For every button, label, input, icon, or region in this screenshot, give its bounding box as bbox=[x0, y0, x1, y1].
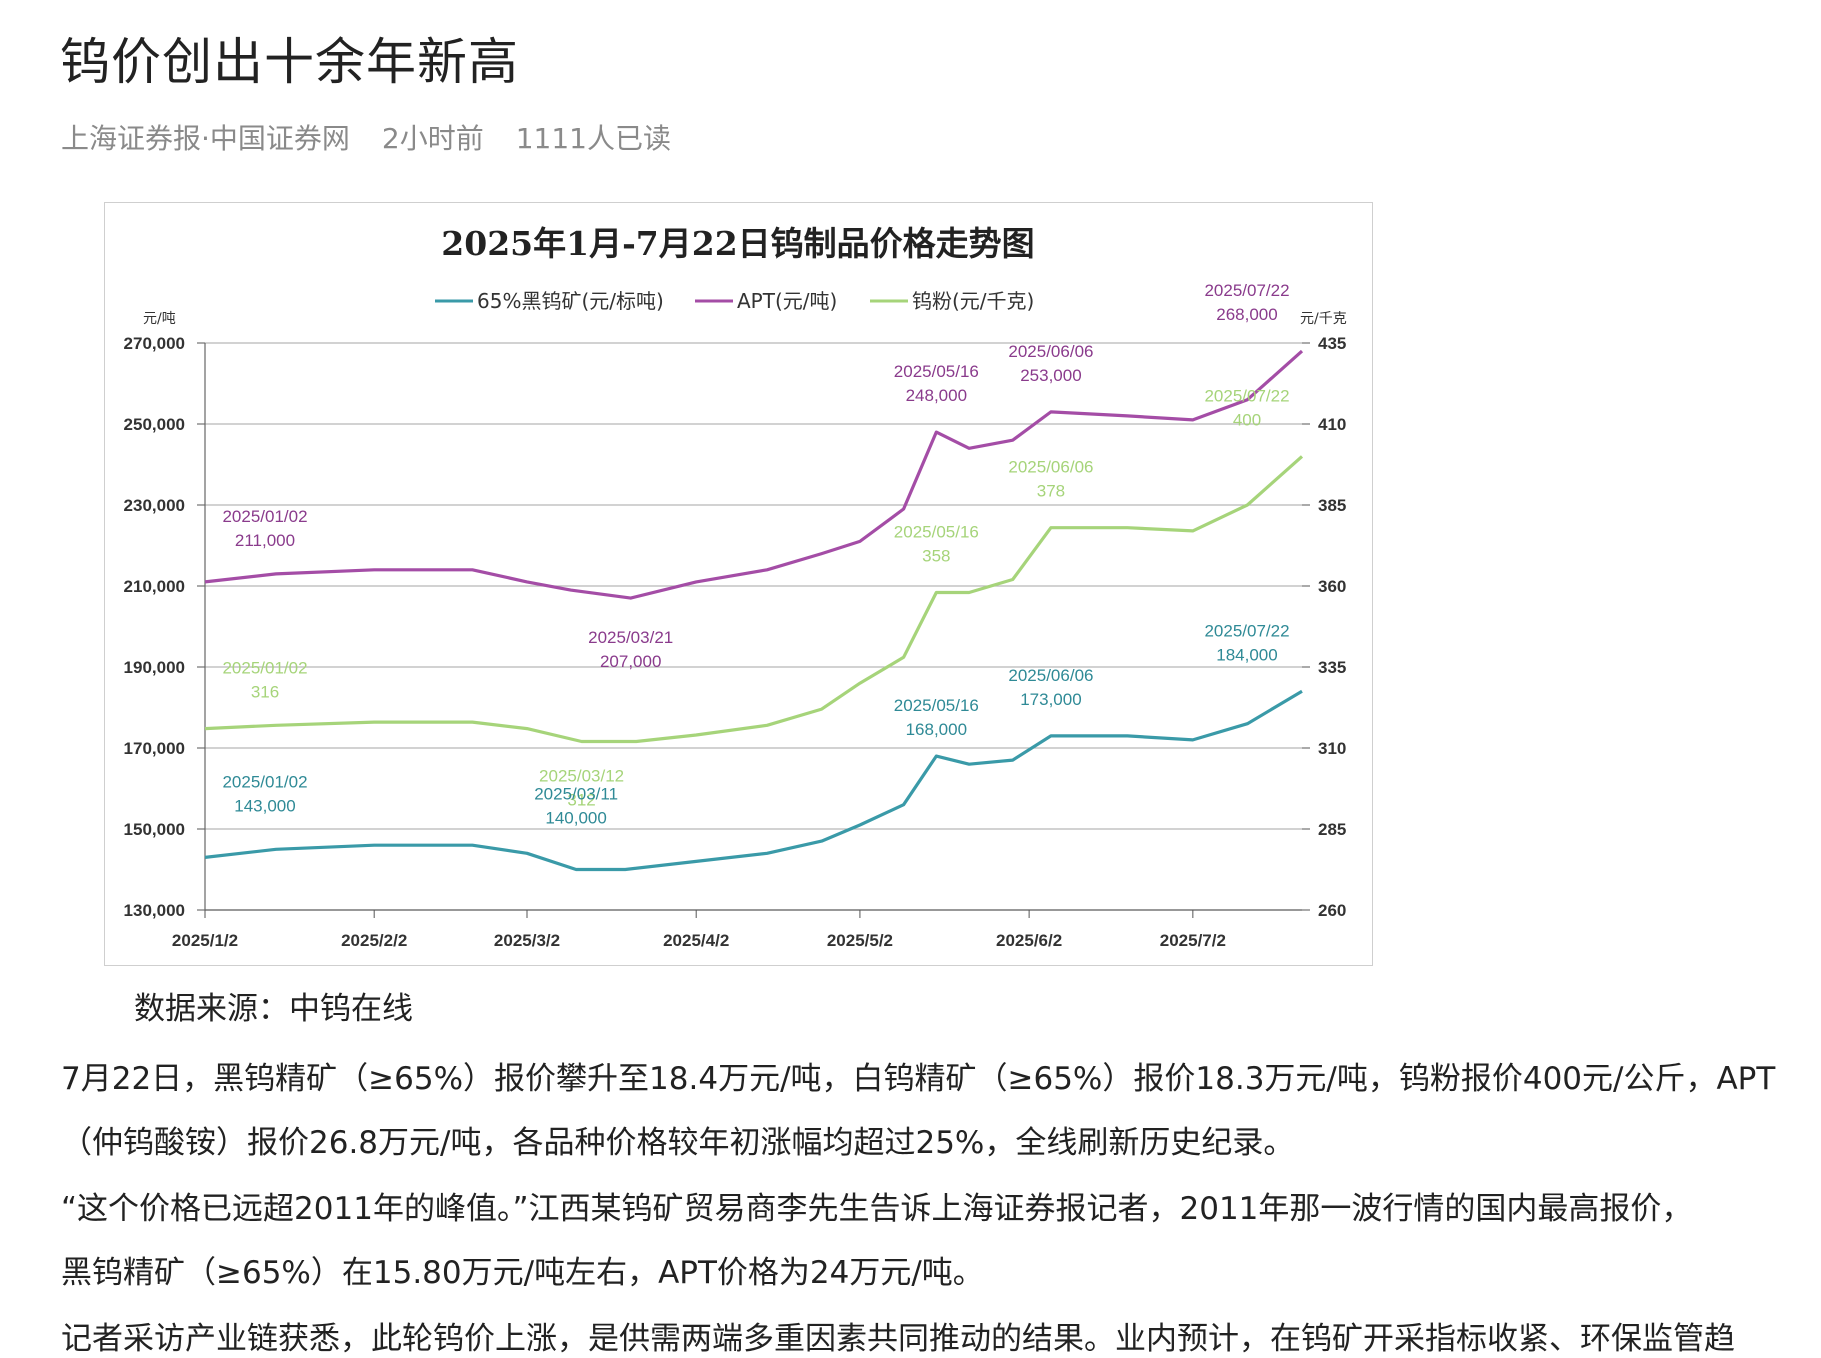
right-tick-label: 285 bbox=[1318, 820, 1346, 839]
annotation-date: 2025/01/02 bbox=[222, 659, 307, 678]
right-tick-label: 260 bbox=[1318, 901, 1346, 920]
series-line bbox=[204, 689, 1303, 872]
left-axis-unit: 元/吨 bbox=[143, 311, 176, 327]
annotation-value: 253,000 bbox=[1020, 366, 1081, 385]
legend-label: 钨粉(元/千克) bbox=[912, 289, 1034, 313]
annotation-value: 184,000 bbox=[1216, 645, 1277, 664]
annotation-value: 211,000 bbox=[235, 531, 295, 550]
article-time: 2小时前 bbox=[381, 122, 484, 155]
annotation-value: 143,000 bbox=[234, 796, 295, 815]
right-axis-unit: 元/千克 bbox=[1300, 311, 1347, 327]
annotation-value: 173,000 bbox=[1020, 690, 1081, 709]
x-tick-label: 2025/4/2 bbox=[663, 931, 729, 950]
paragraph-3: “这个价格已远超2011年的峰值。”江西某钨矿贸易商李先生告诉上海证券报记者，2… bbox=[61, 1191, 1693, 1227]
right-tick-label: 385 bbox=[1318, 496, 1346, 515]
annotation-value: 312 bbox=[567, 791, 595, 810]
left-tick-label: 170,000 bbox=[124, 739, 185, 758]
annotation-date: 2025/07/22 bbox=[1204, 386, 1289, 405]
price-chart-svg: 2025年1月-7月22日钨制品价格走势图 65%黑钨矿(元/标吨) APT(元/吨… bbox=[124, 224, 1347, 950]
chart-title: 2025年1月-7月22日钨制品价格走势图 bbox=[441, 224, 1034, 263]
chart-caption: 数据来源：中钨在线 bbox=[134, 991, 413, 1027]
x-tick-label: 2025/2/2 bbox=[341, 931, 407, 950]
annotation-value: 358 bbox=[922, 546, 950, 565]
left-tick-label: 230,000 bbox=[124, 496, 185, 515]
paragraph-1: 7月22日，黑钨精矿（≥65%）报价攀升至18.4万元/吨，白钨精矿（≥65%）… bbox=[61, 1061, 1776, 1097]
paragraph-4: 黑钨精矿（≥65%）在15.80万元/吨左右，APT价格为24万元/吨。 bbox=[61, 1255, 984, 1291]
annotation-value: 248,000 bbox=[906, 386, 967, 405]
annotation-date: 2025/06/06 bbox=[1008, 666, 1093, 685]
left-tick-label: 190,000 bbox=[124, 658, 185, 677]
left-tick-label: 250,000 bbox=[124, 415, 185, 434]
annotation-date: 2025/01/02 bbox=[222, 507, 307, 526]
x-tick-label: 2025/1/2 bbox=[172, 931, 238, 950]
annotation-date: 2025/05/16 bbox=[894, 522, 979, 541]
x-tick-label: 2025/6/2 bbox=[996, 931, 1062, 950]
paragraph-5: 记者采访产业链获悉，此轮钨价上涨，是供需两端多重因素共同推动的结果。业内预计，在… bbox=[61, 1321, 1735, 1357]
x-tick-label: 2025/3/2 bbox=[494, 931, 560, 950]
series-line bbox=[204, 455, 1304, 744]
annotation-value: 378 bbox=[1037, 482, 1065, 501]
annotation-value: 168,000 bbox=[906, 720, 967, 739]
annotation-date: 2025/03/21 bbox=[588, 628, 673, 647]
right-tick-label: 410 bbox=[1318, 415, 1346, 434]
legend-label: APT(元/吨) bbox=[737, 289, 837, 313]
price-chart: 2025年1月-7月22日钨制品价格走势图 65%黑钨矿(元/标吨) APT(元/吨… bbox=[104, 202, 1373, 966]
annotation-date: 2025/03/12 bbox=[539, 767, 624, 786]
right-tick-label: 360 bbox=[1318, 577, 1346, 596]
left-tick-label: 270,000 bbox=[124, 334, 185, 353]
series-line bbox=[204, 349, 1304, 600]
annotation-date: 2025/07/22 bbox=[1204, 621, 1289, 640]
left-tick-label: 130,000 bbox=[124, 901, 185, 920]
annotation-value: 140,000 bbox=[545, 809, 606, 828]
article-meta: 上海证券报·中国证券网 2小时前 1111人已读 bbox=[61, 117, 671, 157]
left-tick-label: 150,000 bbox=[124, 820, 185, 839]
article-source[interactable]: 上海证券报·中国证券网 bbox=[61, 122, 350, 155]
x-tick-label: 2025/7/2 bbox=[1160, 931, 1226, 950]
annotation-value: 400 bbox=[1233, 410, 1261, 429]
article-title: 钨价创出十余年新高 bbox=[60, 33, 519, 91]
left-tick-label: 210,000 bbox=[124, 577, 185, 596]
annotation-value: 316 bbox=[251, 683, 279, 702]
annotation-value: 268,000 bbox=[1216, 305, 1277, 324]
annotation-date: 2025/05/16 bbox=[894, 696, 979, 715]
annotation-date: 2025/06/06 bbox=[1008, 458, 1093, 477]
annotation-value: 207,000 bbox=[600, 652, 661, 671]
paragraph-2: （仲钨酸铵）报价26.8万元/吨，各品种价格较年初涨幅均超过25%，全线刷新历史… bbox=[61, 1125, 1295, 1161]
right-tick-label: 335 bbox=[1318, 658, 1346, 677]
right-tick-label: 435 bbox=[1318, 334, 1346, 353]
right-tick-label: 310 bbox=[1318, 739, 1346, 758]
annotation-date: 2025/05/16 bbox=[894, 362, 979, 381]
annotation-date: 2025/03/11 bbox=[534, 785, 618, 804]
article-reads: 1111人已读 bbox=[515, 122, 671, 155]
legend-label: 65%黑钨矿(元/标吨) bbox=[477, 289, 664, 313]
annotation-date: 2025/07/22 bbox=[1204, 281, 1289, 300]
annotation-date: 2025/06/06 bbox=[1008, 342, 1093, 361]
annotation-date: 2025/01/02 bbox=[222, 772, 307, 791]
x-tick-label: 2025/5/2 bbox=[827, 931, 893, 950]
